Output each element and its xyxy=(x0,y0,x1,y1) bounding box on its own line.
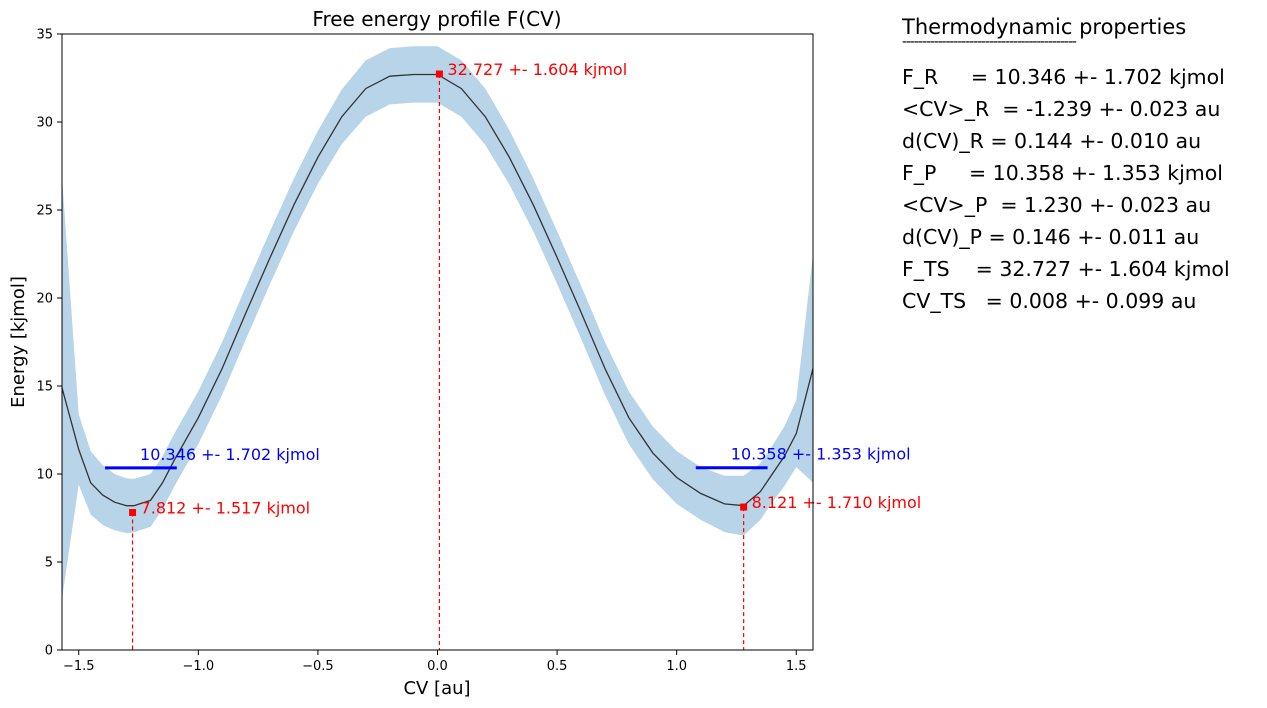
x-tick-label: 1.5 xyxy=(786,659,807,674)
property-line: <CV>_R = -1.239 +- 0.023 au xyxy=(902,97,1221,121)
point-marker xyxy=(740,503,748,511)
property-line: F_R = 10.346 +- 1.702 kjmol xyxy=(902,65,1225,89)
series-line-0 xyxy=(62,73,813,507)
x-tick-label: −1.0 xyxy=(183,659,215,674)
property-line: F_P = 10.358 +- 1.353 kjmol xyxy=(902,161,1223,185)
x-tick-label: −0.5 xyxy=(302,659,334,674)
properties-title: Thermodynamic properties xyxy=(902,15,1187,39)
property-line: d(CV)_R = 0.144 +- 0.010 au xyxy=(902,129,1202,153)
property-line: CV_TS = 0.008 +- 0.099 au xyxy=(902,289,1197,313)
y-tick-label: 10 xyxy=(36,468,53,483)
property-line: <CV>_P = 1.230 +- 0.023 au xyxy=(902,193,1212,217)
plot-frame xyxy=(61,33,814,651)
properties-title-underline: ----------------------------------------… xyxy=(902,38,1077,48)
x-tick-label: −1.5 xyxy=(63,659,95,674)
property-line: F_TS = 32.727 +- 1.604 kjmol xyxy=(902,257,1230,281)
point-label: 32.727 +- 1.604 kjmol xyxy=(447,60,627,79)
x-axis-label: CV [au] xyxy=(403,678,470,699)
y-tick-label: 25 xyxy=(36,204,53,219)
y-tick-label: 15 xyxy=(36,380,53,395)
properties-list: F_R = 10.346 +- 1.702 kjmol <CV>_R = -1.2… xyxy=(902,61,1262,317)
x-tick-label: 1.0 xyxy=(666,659,687,674)
y-tick-label: 5 xyxy=(45,556,53,571)
y-tick-label: 35 xyxy=(36,28,53,43)
point-marker xyxy=(435,70,443,78)
y-axis-label: Energy [kjmol] xyxy=(8,276,29,408)
level-label-F_R: 10.346 +- 1.702 kjmol xyxy=(140,445,320,464)
y-tick-label: 30 xyxy=(36,116,53,131)
point-label: 8.121 +- 1.710 kjmol xyxy=(752,493,922,512)
point-marker xyxy=(129,509,137,517)
level-label-F_P: 10.358 +- 1.353 kjmol xyxy=(731,445,911,464)
chart-title: Free energy profile F(CV) xyxy=(312,7,561,31)
x-tick-label: 0.5 xyxy=(547,659,568,674)
thermodynamic-properties-panel: Thermodynamic properties ---------------… xyxy=(902,12,1262,317)
property-line: d(CV)_P = 0.146 +- 0.011 au xyxy=(902,225,1200,249)
y-tick-label: 0 xyxy=(45,644,53,659)
point-label: 7.812 +- 1.517 kjmol xyxy=(141,499,311,518)
y-tick-label: 20 xyxy=(36,292,53,307)
x-tick-label: 0.0 xyxy=(427,659,448,674)
